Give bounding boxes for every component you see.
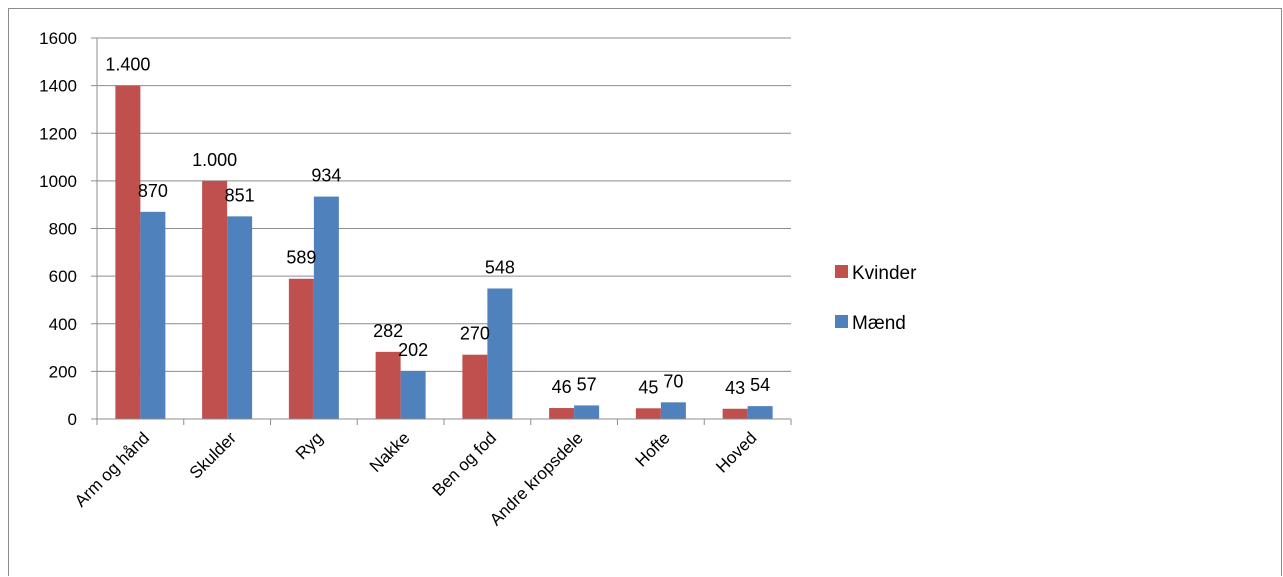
- bar-kvinder: [375, 351, 401, 419]
- data-label: 70: [663, 371, 683, 391]
- category-label: Nakke: [366, 428, 414, 476]
- data-label: 45: [638, 377, 658, 397]
- y-tick-label: 1000: [39, 172, 77, 191]
- bar-maend: [140, 211, 166, 419]
- category-label: Skulder: [186, 428, 240, 482]
- y-tick-label: 1600: [39, 29, 77, 48]
- bar-kvinder: [722, 408, 748, 419]
- y-tick-label: 200: [49, 362, 77, 381]
- legend-swatch: [835, 315, 848, 328]
- data-label: 54: [750, 375, 770, 395]
- bar-maend: [574, 405, 600, 419]
- bar-kvinder: [635, 408, 661, 419]
- y-tick-label: 800: [49, 220, 77, 239]
- category-labels: Arm og hånd Skulder Ryg Nakke Ben og fodAndr…: [71, 428, 761, 529]
- data-label: 270: [460, 324, 490, 344]
- data-label: 934: [311, 166, 341, 186]
- data-label: 548: [485, 258, 515, 278]
- bar-kvinder: [202, 180, 228, 419]
- data-label: 1.000: [192, 150, 237, 170]
- category-label: Andre kropsdele: [486, 428, 587, 529]
- data-label: 589: [286, 248, 316, 268]
- bar-maend: [747, 406, 773, 419]
- category-label: Hoved: [712, 428, 760, 476]
- gridlines: [97, 37, 791, 372]
- legend-label: Kvinder: [852, 263, 917, 284]
- bar-maend: [400, 370, 426, 419]
- data-label: 870: [138, 181, 168, 201]
- category-label: Arm og hånd: [71, 428, 153, 510]
- bar-maend: [660, 402, 686, 419]
- data-label: 851: [225, 185, 255, 205]
- category-label: Ryg: [292, 428, 327, 463]
- data-labels: 1.400 1.000 589 282 270 46 45 43 870 851 934 202 548…: [105, 55, 770, 398]
- data-label: 43: [725, 378, 745, 398]
- bar-kvinder: [462, 354, 488, 419]
- category-label: Hofte: [632, 428, 674, 470]
- chart-frame: [8, 8, 1282, 576]
- bar-maend: [227, 216, 253, 419]
- bars: [115, 85, 773, 419]
- legend-label: Mænd: [852, 313, 906, 334]
- y-tick-label: 600: [49, 267, 77, 286]
- bar-kvinder: [115, 85, 141, 419]
- y-tick-label: 1200: [39, 124, 77, 143]
- bar-kvinder: [288, 278, 314, 419]
- data-label: 46: [552, 377, 572, 397]
- y-tick-label: 1400: [39, 77, 77, 96]
- data-label: 282: [373, 321, 403, 341]
- x-axis: [96, 38, 792, 425]
- legend: Kvinder Mænd: [835, 263, 917, 334]
- y-tick-label: 400: [49, 315, 77, 334]
- legend-swatch: [835, 265, 848, 278]
- y-axis-ticks: 0 200 400 600 800 1000 1200 1400 1600: [39, 29, 97, 429]
- bar-maend: [313, 196, 339, 419]
- data-label: 1.400: [105, 55, 150, 75]
- category-label: Ben og fod: [429, 428, 501, 500]
- y-tick-label: 0: [68, 410, 77, 429]
- bar-kvinder: [549, 408, 575, 419]
- data-label: 57: [577, 374, 597, 394]
- data-label: 202: [398, 340, 428, 360]
- bar-maend: [487, 288, 513, 419]
